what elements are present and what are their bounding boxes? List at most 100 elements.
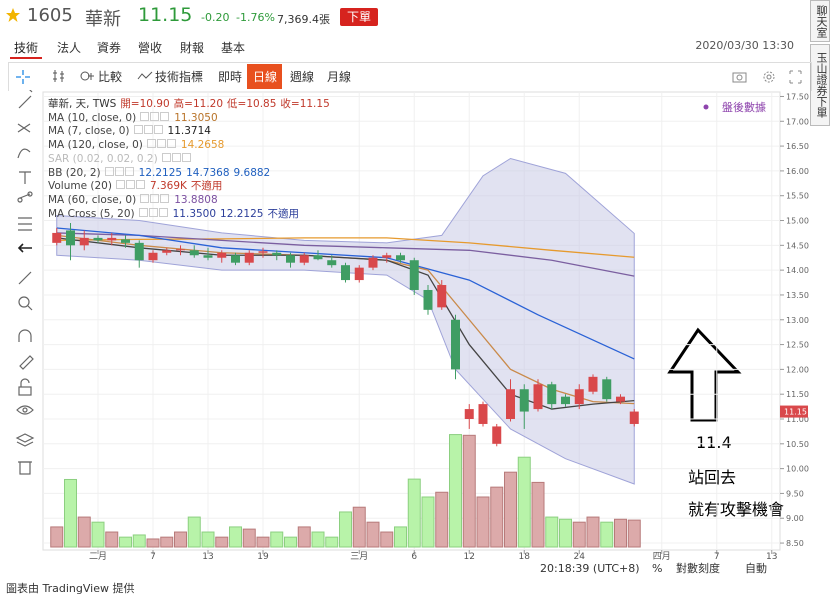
order-button[interactable]: 下單	[340, 8, 378, 26]
candle-body	[189, 250, 199, 256]
candle-body	[327, 260, 337, 266]
stock-volume: 7,369.4張	[277, 13, 330, 26]
legend-row: MA (60, close, 0) 13.8808	[48, 193, 330, 208]
compare-button[interactable]: 比較	[98, 70, 123, 84]
candle-body	[66, 230, 75, 246]
indicator-line	[56, 227, 635, 360]
y-tick-label: 14.00	[786, 266, 809, 275]
tab[interactable]: 營收	[138, 41, 163, 55]
y-tick-label: 13.50	[786, 291, 809, 300]
volume-bar	[366, 521, 380, 548]
favorite-star[interactable]	[6, 8, 20, 22]
tab[interactable]: 資券	[97, 41, 122, 55]
interval-button[interactable]: 月線	[327, 70, 352, 84]
indicator-controls	[140, 193, 170, 208]
crosshair-icon[interactable]	[14, 68, 32, 86]
y-tick-label: 9.50	[786, 489, 804, 498]
tab[interactable]: 法人	[57, 41, 82, 55]
volume-bar	[284, 536, 297, 548]
volume-bar	[242, 528, 256, 548]
volume-bar	[586, 516, 600, 548]
control-box	[158, 207, 168, 217]
indicator-label: MA (60, close, 0)	[48, 193, 137, 206]
tab[interactable]: 基本	[221, 41, 246, 55]
control-box	[161, 152, 171, 162]
chart: 11.4 站回去 就有攻擊機會 盤後數據 20:18:39 (UTC+8) % …	[42, 91, 809, 575]
side-tab[interactable]: 玉山證券下單	[810, 44, 830, 126]
x-tick-label: 三月	[350, 551, 368, 562]
indicator-value: 不適用	[267, 207, 299, 220]
legend-row: 華新, 天, TWS 開=10.90 高=11.20 低=10.85 收=11.15	[48, 98, 330, 112]
indicator-value: 14.7368	[186, 166, 230, 179]
y-tick-label: 12.50	[786, 341, 809, 350]
bar-type-icon[interactable]	[52, 68, 66, 84]
indicator-controls	[138, 207, 169, 222]
interval-button[interactable]: 日線	[253, 70, 278, 84]
last-price-tag	[780, 405, 808, 418]
volume-bar	[394, 526, 407, 548]
indicator-label: MA (120, close, 0)	[48, 139, 143, 152]
volume-bar	[160, 536, 174, 548]
candle-body	[437, 285, 447, 308]
toolbar-right-icons[interactable]	[732, 69, 804, 85]
plot	[43, 92, 780, 550]
candle-body	[382, 255, 392, 258]
control-box	[140, 111, 150, 121]
annotation-arrow	[667, 327, 742, 422]
tab[interactable]: 技術	[14, 41, 39, 55]
legend-row: Volume (20) 7.369K 不適用	[48, 180, 330, 194]
price-change-pct: -1.76%	[236, 11, 275, 24]
y-tick-label: 8.50	[786, 539, 804, 548]
plot-frame	[42, 91, 781, 551]
candle-body	[602, 379, 612, 400]
drawing-tools[interactable]	[8, 90, 42, 560]
side-tab[interactable]: 聊天室	[810, 0, 830, 42]
candle-body	[451, 319, 460, 370]
y-tick-label: 14.50	[786, 241, 809, 250]
indicator-value: 9.6882	[233, 166, 271, 179]
y-tick-label: 11.50	[786, 390, 809, 399]
legend-row: MA (7, close, 0) 11.3714	[48, 125, 330, 139]
volume-bar	[407, 478, 421, 548]
legend-row: MA (120, close, 0) 14.2658	[48, 139, 330, 153]
percent-toggle[interactable]: %	[652, 562, 662, 575]
volume-bar	[50, 526, 64, 548]
indicator-icon[interactable]	[137, 70, 153, 82]
candle-body	[79, 237, 89, 246]
candle-body	[368, 257, 378, 268]
log-toggle[interactable]: 對數刻度	[676, 561, 720, 575]
indicators-button[interactable]: 技術指標	[155, 70, 204, 84]
indicator-label: MA (7, close, 0)	[48, 125, 130, 138]
after-hours-dot	[703, 104, 709, 110]
indicator-label: MA Cross (5, 20)	[48, 207, 135, 220]
candle-body	[217, 252, 227, 258]
control-box	[135, 180, 145, 190]
control-box	[115, 180, 125, 190]
volume-bar	[545, 516, 559, 548]
auto-toggle[interactable]: 自動	[745, 561, 767, 575]
volume-bar	[490, 486, 504, 548]
candle-body	[588, 376, 598, 392]
candle-body	[396, 255, 405, 261]
indicator-value: 不適用	[190, 180, 223, 193]
indicator-value: 12.2125	[138, 166, 183, 179]
legend-ohlc: 高=11.20	[173, 98, 224, 110]
volume-bar	[229, 526, 242, 548]
legend-symbol: 華新, 天, TWS	[48, 98, 117, 110]
tab[interactable]: 財報	[180, 41, 205, 55]
control-box	[156, 139, 166, 149]
volume-bar	[627, 519, 641, 548]
indicator-controls	[133, 125, 164, 139]
indicator-controls	[115, 180, 146, 194]
candle-body	[107, 237, 117, 241]
x-tick-label: 7	[150, 552, 156, 562]
control-box	[166, 139, 176, 149]
compare-icon[interactable]	[80, 69, 96, 83]
after-hours-label[interactable]: 盤後數據	[722, 100, 766, 114]
indicator-label: MA (10, close, 0)	[48, 111, 137, 124]
interval-button[interactable]: 即時	[218, 70, 243, 84]
candle-body	[176, 249, 185, 251]
interval-button[interactable]: 週線	[290, 70, 315, 84]
volume-bar	[187, 516, 201, 548]
y-tick-label: 16.50	[786, 142, 809, 151]
